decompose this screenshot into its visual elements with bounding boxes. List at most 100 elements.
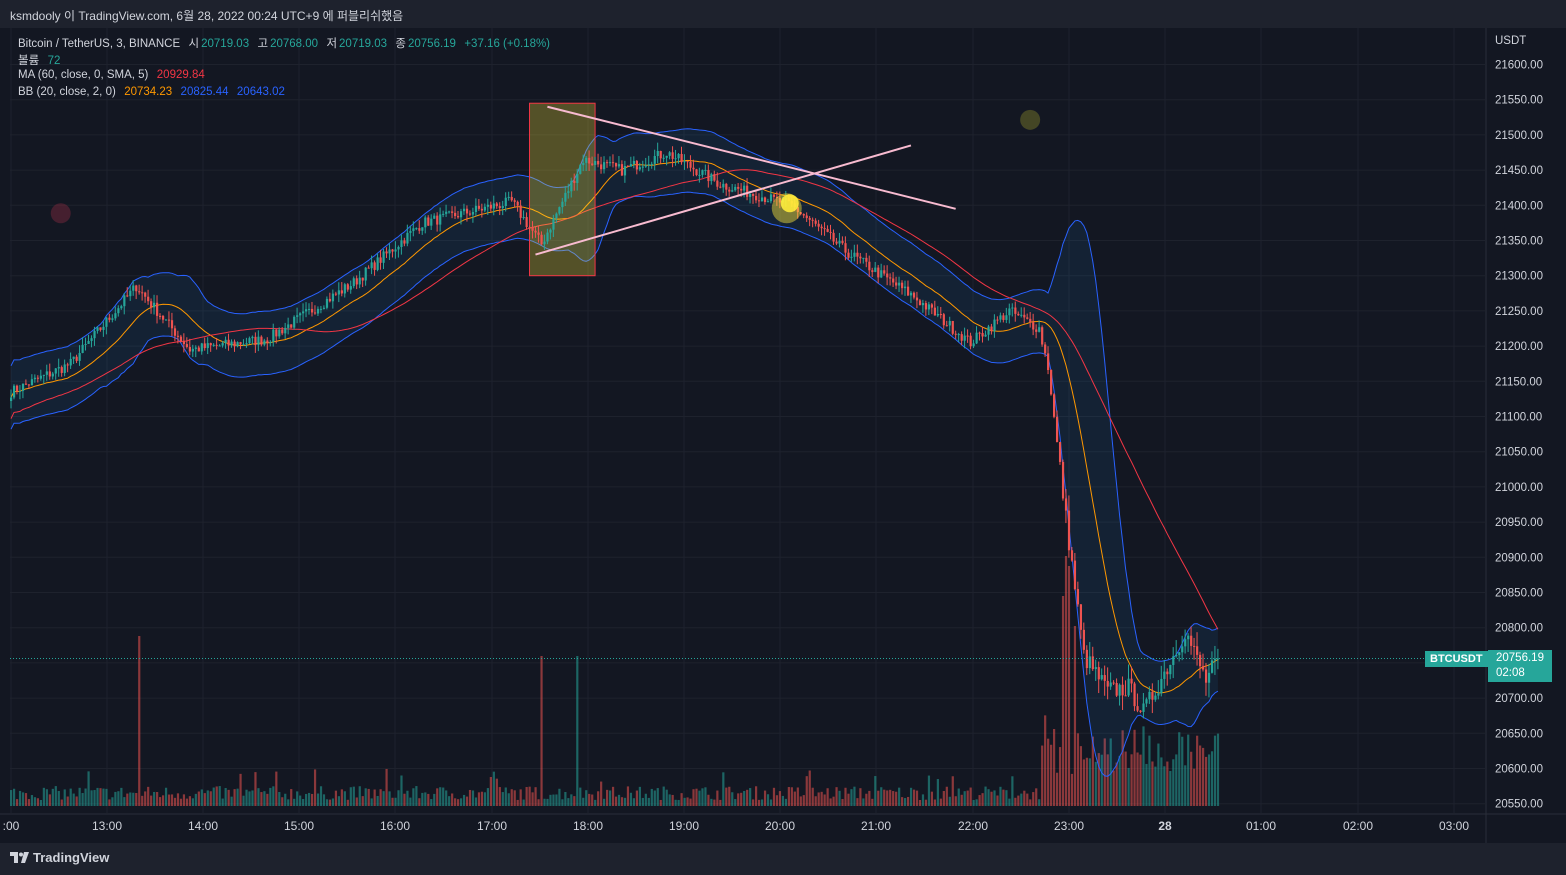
volume-bar xyxy=(793,791,796,806)
volume-bar xyxy=(525,787,528,806)
legend-ma-row[interactable]: MA (60, close, 0, SMA, 5) 20929.84 xyxy=(18,69,207,81)
volume-bar xyxy=(96,787,99,806)
candle-body xyxy=(1109,682,1112,687)
volume-bar xyxy=(120,787,123,806)
candle-body xyxy=(102,326,105,330)
volume-bar xyxy=(1196,735,1199,806)
candle-body xyxy=(69,358,72,366)
volume-bar xyxy=(772,787,776,806)
legend-symbol[interactable]: Bitcoin / TetherUS, 3, BINANCE xyxy=(18,38,181,50)
candle-body xyxy=(689,161,692,168)
volume-bar xyxy=(424,792,427,806)
candle-body xyxy=(951,320,954,334)
volume-bar xyxy=(194,793,197,806)
volume-bar xyxy=(531,792,534,806)
volume-bar xyxy=(457,799,460,806)
volume-bar xyxy=(331,798,335,806)
volume-bar xyxy=(868,790,871,806)
legend-bb-upper: 20825.44 xyxy=(180,86,229,98)
volume-bar xyxy=(123,797,126,806)
volume-bar xyxy=(10,790,13,806)
candle-body xyxy=(880,270,883,278)
footer-brand[interactable]: TradingView xyxy=(33,850,110,865)
volume-bar xyxy=(1082,759,1085,806)
volume-bar xyxy=(659,799,662,806)
candle-body xyxy=(626,165,630,167)
volume-bar xyxy=(260,792,263,806)
legend-open: 20719.03 xyxy=(201,38,250,50)
rectangle-annotation[interactable] xyxy=(529,102,596,277)
legend-close: 20756.19 xyxy=(407,38,456,50)
volume-bar xyxy=(549,794,552,806)
volume-bar xyxy=(978,795,981,806)
candle-body xyxy=(757,200,761,202)
volume-bar xyxy=(766,794,770,806)
volume-bar xyxy=(886,790,889,806)
candle-body xyxy=(629,164,633,167)
candle-body xyxy=(862,257,865,259)
trendline-descending[interactable] xyxy=(547,105,956,210)
candle-body xyxy=(591,163,594,165)
candle-body xyxy=(877,267,880,278)
candle-body xyxy=(1053,394,1056,417)
highlight-marker[interactable] xyxy=(780,194,799,213)
candle-body xyxy=(454,212,457,217)
volume-bar xyxy=(87,771,90,806)
candle-body xyxy=(719,186,722,188)
candle-body xyxy=(138,291,141,293)
volume-bar xyxy=(802,795,805,806)
volume-bar xyxy=(918,799,922,806)
volume-bar xyxy=(421,792,424,806)
bb-lower-line xyxy=(10,191,1219,777)
candle-body xyxy=(51,373,54,377)
trendline-ascending[interactable] xyxy=(535,144,912,256)
volume-bar xyxy=(60,799,63,806)
volume-bar xyxy=(1100,754,1103,806)
volume-bar xyxy=(677,799,680,806)
volume-bar xyxy=(635,790,638,806)
volume-bar xyxy=(1044,715,1047,806)
time-tick-label: :00 xyxy=(3,819,20,833)
candle-body xyxy=(316,308,320,314)
candle-body xyxy=(1106,680,1109,687)
candlestick-chart[interactable]: 21600.00 21550.00 21500.00 21450.00 21400.00… xyxy=(0,28,1566,843)
candle-body xyxy=(647,164,650,166)
volume-bar xyxy=(567,798,570,806)
volume-bar xyxy=(522,799,525,806)
candle-body xyxy=(805,215,808,219)
volume-bar xyxy=(48,794,51,806)
candle-body xyxy=(421,227,424,231)
candle-body xyxy=(173,328,177,336)
candle-body xyxy=(760,197,764,202)
candle-body xyxy=(111,318,114,320)
candle-body xyxy=(820,226,823,229)
candle-body xyxy=(305,309,308,312)
volume-bar xyxy=(555,794,558,806)
last-price-value: 20756.19 xyxy=(1496,652,1544,664)
candle-body xyxy=(1055,416,1059,442)
candle-body xyxy=(1151,691,1154,700)
volume-bar xyxy=(1133,729,1136,806)
price-tick-label: 21350.00 xyxy=(1495,236,1543,248)
candle-body xyxy=(1196,646,1199,655)
candle-body xyxy=(212,344,215,346)
volume-bar xyxy=(552,794,555,806)
volume-bar xyxy=(915,790,919,806)
candle-body xyxy=(78,352,81,361)
candle-body xyxy=(915,297,919,301)
time-tick-label: 20:00 xyxy=(765,819,795,833)
candle-body xyxy=(1076,589,1080,605)
candle-body xyxy=(284,327,287,334)
volume-bar xyxy=(1058,747,1062,806)
legend-bb-row[interactable]: BB (20, close, 2, 0) 20734.23 20825.44 2… xyxy=(18,86,287,98)
volume-bar xyxy=(987,789,990,806)
volume-bar xyxy=(454,798,457,806)
candle-body xyxy=(838,240,841,244)
volume-bar xyxy=(757,799,761,806)
candle-body xyxy=(120,306,123,309)
volume-bar xyxy=(579,787,582,806)
volume-bar xyxy=(334,790,338,806)
legend-volume-row[interactable]: 볼륨 72 xyxy=(18,52,62,68)
candle-body xyxy=(266,340,269,343)
candle-body xyxy=(632,160,636,165)
